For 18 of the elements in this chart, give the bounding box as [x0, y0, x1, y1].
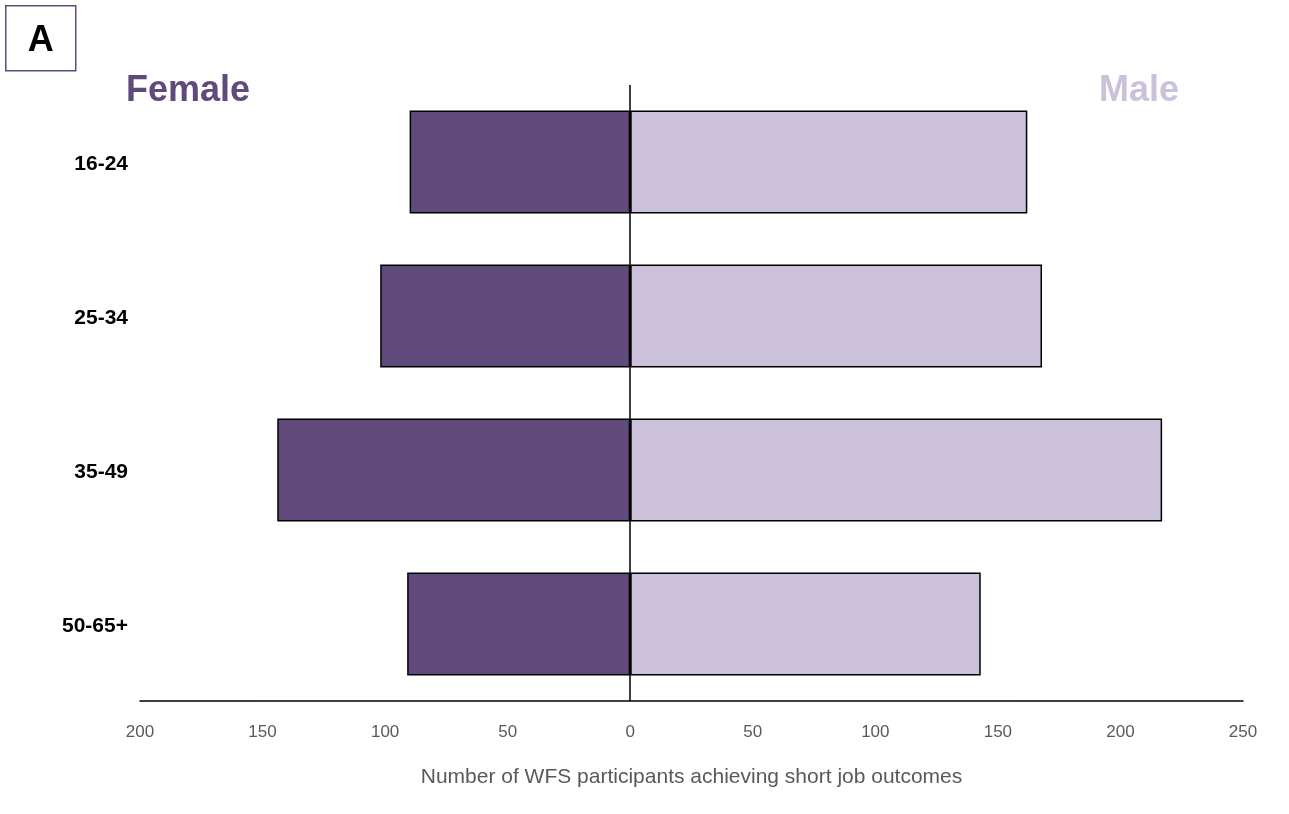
text: Female	[126, 67, 251, 109]
x-tick-label: 200	[125, 722, 155, 741]
x-axis-title: Number of WFS participants achieving short job outcomes	[420, 764, 963, 787]
x-tick-label: 150	[983, 722, 1013, 741]
x-tick-label: 50	[743, 722, 763, 741]
x-tick-label: 250	[1228, 722, 1258, 741]
y-tick-label: 25-34	[74, 304, 129, 328]
x-tick-label: 0	[625, 722, 635, 741]
x-tick-label: 150	[248, 722, 277, 741]
x-tick-label: 100	[370, 722, 400, 741]
x-tick-label: 200	[1106, 722, 1135, 741]
text: A	[27, 18, 54, 60]
y-tick-label: 35-49	[74, 458, 128, 482]
x-tick-label: 100	[861, 722, 890, 741]
y-tick-label: 16-24	[74, 150, 129, 174]
x-tick-label: 50	[498, 722, 518, 741]
y-tick-label: 50-65+	[62, 612, 128, 636]
text: Male	[1098, 67, 1180, 109]
